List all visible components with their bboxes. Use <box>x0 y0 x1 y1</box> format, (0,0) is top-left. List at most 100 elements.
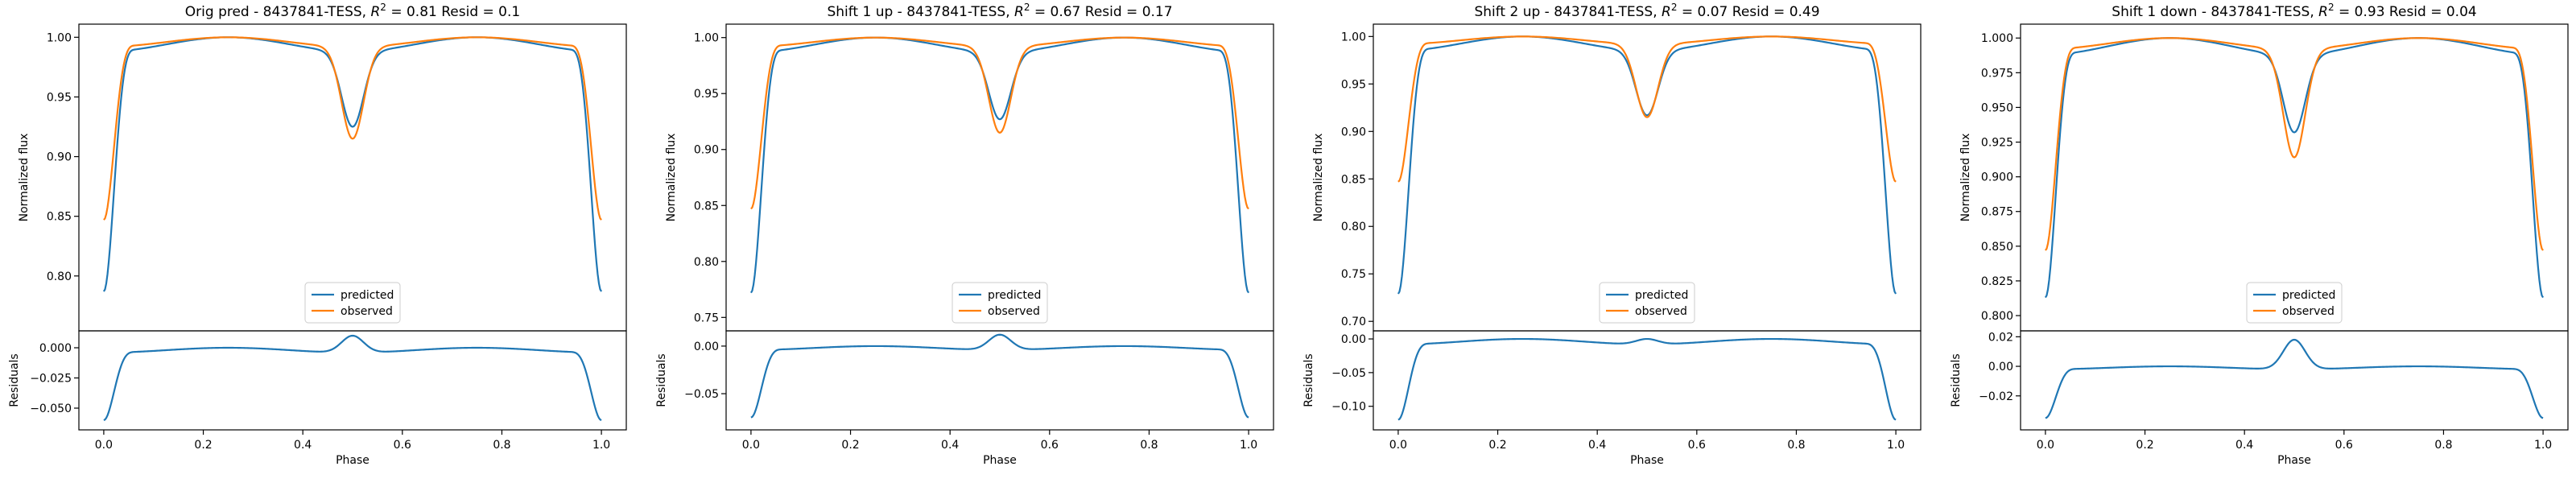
top-ytick-label: 0.85 <box>1341 173 1366 186</box>
series-residuals-line <box>1397 337 1897 421</box>
title-prefix: Shift 2 up - 8437841-TESS, <box>1474 4 1662 20</box>
panel-1: Orig pred - 8437841-TESS, R2 = 0.81 Resi… <box>8 2 627 467</box>
top-ytick-label: 0.90 <box>1341 126 1366 138</box>
top-ytick-label: 0.90 <box>47 151 72 164</box>
xtick-label: 1.0 <box>2534 439 2552 452</box>
legend-label-observed: observed <box>1635 305 1687 318</box>
top-ytick-label: 0.85 <box>694 200 719 213</box>
bottom-ytick-label: −0.025 <box>30 373 72 386</box>
title-suffix: = 0.67 Resid = 0.17 <box>1030 4 1172 20</box>
chart-title: Shift 2 up - 8437841-TESS, R2 = 0.07 Res… <box>1474 2 1819 20</box>
top-ytick-label: 0.95 <box>694 88 719 101</box>
legend-box <box>952 282 1048 324</box>
legend-label-observed: observed <box>341 305 393 318</box>
xtick-label: 0.4 <box>1588 439 1606 452</box>
top-ylabel: Normalized flux <box>665 134 678 222</box>
xtick-label: 0.2 <box>2136 439 2153 452</box>
title-prefix: Shift 1 down - 8437841-TESS, <box>2112 4 2318 20</box>
bottom-ytick-label: −0.05 <box>684 388 719 401</box>
xlabel: Phase <box>2277 454 2311 467</box>
xtick-label: 0.0 <box>2037 439 2054 452</box>
xtick-label: 1.0 <box>1887 439 1905 452</box>
xtick-label: 1.0 <box>592 439 610 452</box>
top-ytick-label: 0.900 <box>1981 171 2013 184</box>
top-ytick-label: 0.95 <box>1341 78 1366 91</box>
xlabel: Phase <box>336 454 369 467</box>
xtick-label: 0.6 <box>2335 439 2353 452</box>
top-ytick-label: 1.00 <box>1341 31 1366 43</box>
title-r2-sup: 2 <box>2328 2 2334 13</box>
xlabel: Phase <box>1630 454 1664 467</box>
top-ytick-label: 0.875 <box>1981 206 2013 219</box>
legend-box <box>1599 282 1695 324</box>
top-ytick-label: 0.80 <box>694 256 719 269</box>
series-residuals-line <box>750 333 1249 419</box>
legend: predicted observed <box>2246 282 2343 324</box>
title-suffix: = 0.93 Resid = 0.04 <box>2334 4 2477 20</box>
bottom-ylabel: Residuals <box>8 353 21 407</box>
title-r2-sup: 2 <box>1671 2 1678 13</box>
legend: predicted observed <box>304 282 401 324</box>
top-ytick-label: 1.00 <box>47 31 72 44</box>
title-suffix: = 0.81 Resid = 0.1 <box>386 4 520 20</box>
title-prefix: Shift 1 up - 8437841-TESS, <box>827 4 1014 20</box>
chart-title: Shift 1 down - 8437841-TESS, R2 = 0.93 R… <box>2112 2 2476 20</box>
top-ytick-label: 0.925 <box>1981 137 2013 150</box>
title-prefix: Orig pred - 8437841-TESS, <box>185 4 371 20</box>
panel-2: Shift 1 up - 8437841-TESS, R2 = 0.67 Res… <box>655 2 1274 467</box>
legend-label-observed: observed <box>2282 305 2334 318</box>
panel-3: Shift 2 up - 8437841-TESS, R2 = 0.07 Res… <box>1302 2 1922 467</box>
bottom-axes-frame <box>725 330 1274 431</box>
legend-label-predicted: predicted <box>2282 289 2335 302</box>
series-observed-line <box>750 36 1249 210</box>
title-r2: R <box>1014 4 1024 20</box>
xtick-label: 0.4 <box>294 439 312 452</box>
bottom-ytick-label: −0.02 <box>1979 390 2013 403</box>
top-ytick-label: 0.950 <box>1981 101 2013 114</box>
xtick-label: 0.2 <box>841 439 859 452</box>
xtick-label: 0.4 <box>941 439 959 452</box>
series-residuals-line <box>103 334 602 421</box>
bottom-ylabel: Residuals <box>655 353 668 407</box>
panel-4: Shift 1 down - 8437841-TESS, R2 = 0.93 R… <box>1950 2 2569 467</box>
title-r2: R <box>2318 4 2328 20</box>
legend: predicted observed <box>1599 282 1695 324</box>
legend-label-predicted: predicted <box>1635 289 1688 302</box>
bottom-ytick-label: 0.00 <box>694 341 719 353</box>
top-ytick-label: 0.75 <box>1341 268 1366 281</box>
top-ytick-label: 0.70 <box>1341 316 1366 328</box>
bottom-ytick-label: −0.10 <box>1331 401 1366 414</box>
xtick-label: 0.6 <box>1688 439 1706 452</box>
bottom-axes-frame <box>78 330 627 431</box>
legend: predicted observed <box>952 282 1048 324</box>
xtick-label: 0.8 <box>1787 439 1805 452</box>
xtick-label: 0.0 <box>1389 439 1407 452</box>
series-residuals-line <box>2045 338 2544 419</box>
top-ytick-label: 0.825 <box>1981 275 2013 288</box>
series-predicted-line <box>102 36 603 292</box>
xlabel: Phase <box>983 454 1017 467</box>
bottom-ytick-label: 0.00 <box>1341 333 1366 346</box>
legend-box <box>2246 282 2343 324</box>
xtick-label: 0.0 <box>95 439 113 452</box>
top-ytick-label: 0.975 <box>1981 67 2013 80</box>
top-ytick-label: 0.800 <box>1981 310 2013 323</box>
top-ytick-label: 0.95 <box>47 91 72 104</box>
xtick-label: 0.8 <box>1140 439 1158 452</box>
xtick-label: 0.8 <box>2434 439 2452 452</box>
top-ytick-label: 0.75 <box>694 312 719 324</box>
xtick-label: 0.6 <box>1041 439 1059 452</box>
series-observed-line <box>1397 35 1897 183</box>
xtick-label: 0.8 <box>493 439 510 452</box>
top-ytick-label: 1.00 <box>694 32 719 45</box>
chart-title: Orig pred - 8437841-TESS, R2 = 0.81 Resi… <box>185 2 520 20</box>
xtick-label: 0.4 <box>2235 439 2253 452</box>
series-predicted-line <box>2044 37 2545 299</box>
bottom-axes-frame <box>2020 330 2569 431</box>
series-predicted-line <box>749 36 1250 294</box>
xtick-label: 0.2 <box>1488 439 1506 452</box>
bottom-ylabel: Residuals <box>1302 353 1315 407</box>
top-ytick-label: 0.80 <box>1341 221 1366 233</box>
legend-label-observed: observed <box>988 305 1040 318</box>
